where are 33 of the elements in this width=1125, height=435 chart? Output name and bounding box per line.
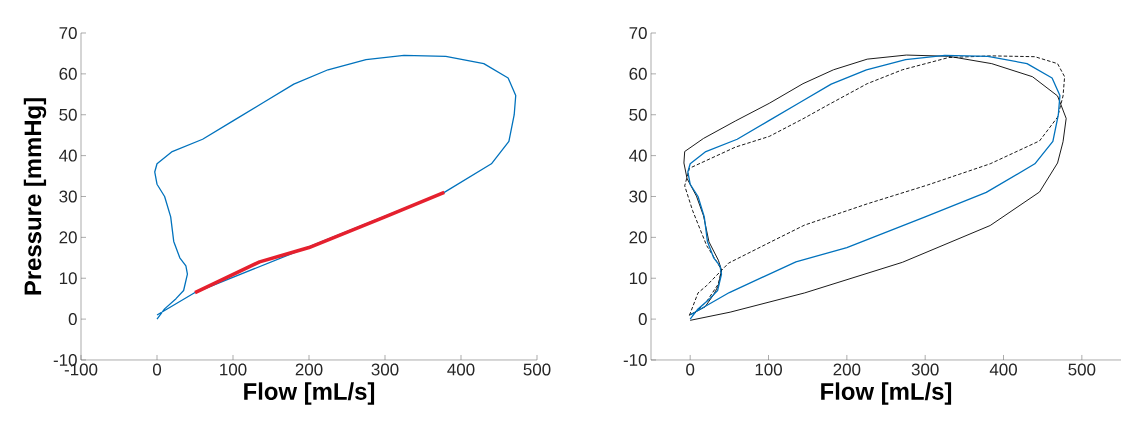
y-axis-title: Pressure [mmHg] [23,98,47,295]
x-tick-label: 400 [989,363,1017,376]
x-tick-label: 500 [523,363,551,376]
y-tick-label: -10 [623,353,647,366]
y-tick-label: 60 [629,67,647,80]
y-tick-label: 70 [59,26,77,39]
y-tick-label: 30 [629,190,647,203]
x-tick-label: 100 [220,363,247,376]
x-tick-label: 0 [152,363,162,376]
y-tick-label: 60 [59,67,77,80]
x-tick-label: 0 [686,363,695,376]
x-axis-title: Flow [mL/s] [821,382,952,405]
y-tick-label: 50 [629,108,647,121]
line-series [193,190,447,295]
y-tick-label: 20 [59,231,77,244]
y-tick-label: 0 [638,313,647,326]
y-tick-label: 30 [59,190,77,203]
x-tick-label: 200 [295,363,323,376]
x-tick-label: 400 [447,363,475,376]
x-tick-label: 300 [911,363,939,376]
x-tick-label: 100 [755,363,782,376]
x-tick-label: 500 [1068,363,1096,376]
y-tick-label: 20 [629,231,647,244]
y-tick-label: 40 [629,149,647,162]
x-tick-label: 300 [371,363,399,376]
y-tick-label: 70 [629,26,647,39]
y-tick-label: 0 [68,313,77,326]
x-tick-label: 200 [833,363,861,376]
y-tick-label: 50 [59,108,77,121]
y-tick-label: 40 [59,149,77,162]
x-axis-title: Flow [mL/s] [244,382,375,405]
y-tick-label: 10 [629,272,647,285]
y-tick-label: 10 [59,272,77,285]
